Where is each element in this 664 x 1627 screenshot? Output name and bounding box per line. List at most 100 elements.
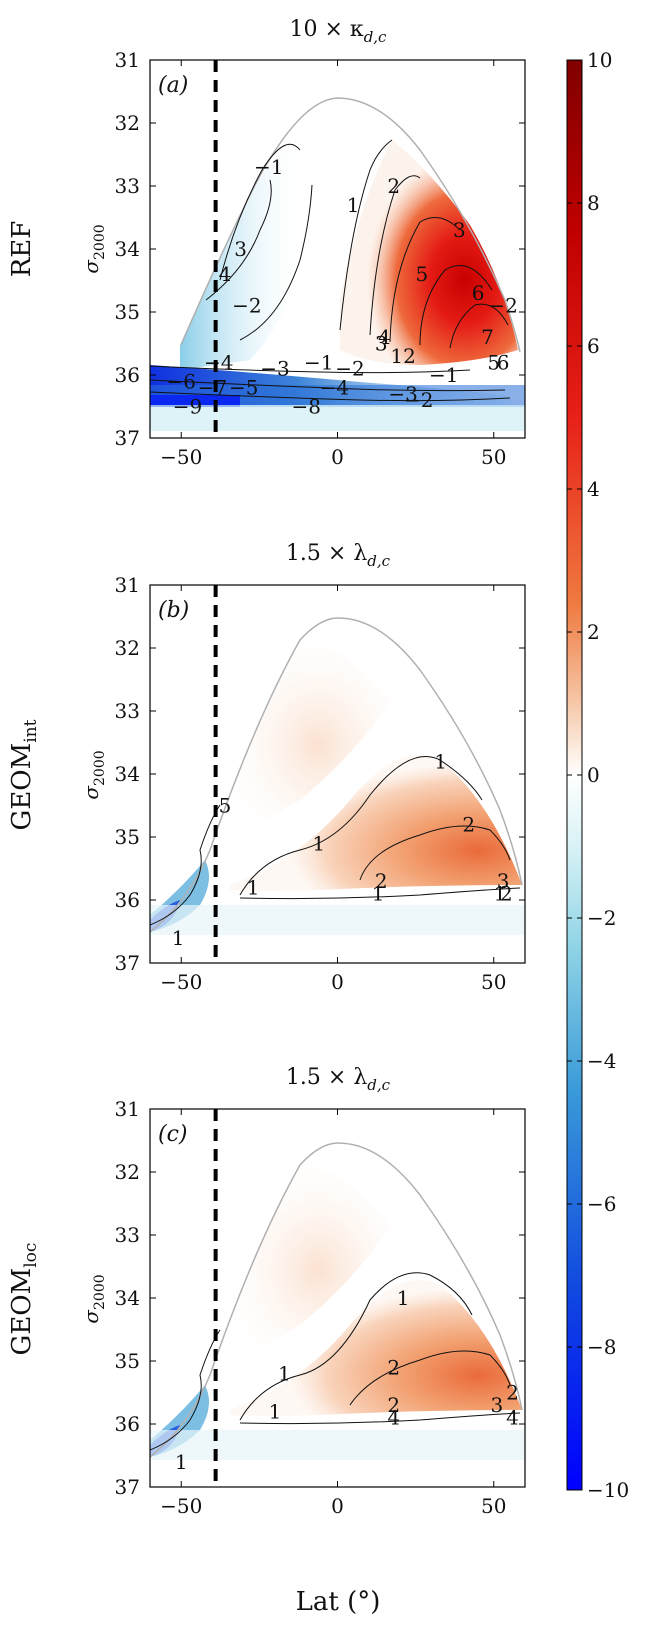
panel-b-field bbox=[150, 617, 525, 940]
y-tick-label: 33 bbox=[115, 1223, 140, 1247]
contour-label: 2 bbox=[506, 1381, 519, 1405]
panel-b-letter: (b) bbox=[158, 598, 189, 623]
colorbar-ticks: 10 8 6 4 2 0 −2 −4 −6 −8 −10 bbox=[567, 48, 629, 1502]
colorbar-tick-label: 10 bbox=[587, 48, 612, 72]
contour-label: 5 bbox=[487, 350, 500, 374]
colorbar-tick-label: −6 bbox=[587, 1192, 616, 1216]
contour-label: 3 bbox=[453, 218, 466, 242]
contour-label: 2 bbox=[462, 812, 475, 836]
y-tick-label: 35 bbox=[115, 825, 140, 849]
y-tick-label: 34 bbox=[115, 1286, 140, 1310]
contour-label: 4 bbox=[387, 1406, 400, 1430]
colorbar: 10 8 6 4 2 0 −2 −4 −6 −8 −10 bbox=[566, 48, 629, 1502]
y-tick-label: 33 bbox=[115, 699, 140, 723]
contour-label: −8 bbox=[292, 395, 321, 419]
panel-a-xticks: −50 0 50 bbox=[160, 60, 506, 469]
x-axis-label: Lat (°) bbox=[296, 1587, 381, 1617]
contour-label: −2 bbox=[335, 357, 364, 381]
colorbar-tick-label: 0 bbox=[587, 763, 600, 787]
contour-label: −9 bbox=[173, 395, 202, 419]
colorbar-tick-label: −2 bbox=[587, 906, 616, 930]
panel-b-row-label: GEOMint bbox=[7, 719, 41, 830]
contour-label: 1 bbox=[312, 831, 325, 855]
contour-label: 6 bbox=[472, 281, 485, 305]
y-tick-label: 36 bbox=[115, 363, 140, 387]
panel-c-xticks: −50 0 50 bbox=[160, 1109, 506, 1518]
panel-c-ylabel: σ2000 bbox=[79, 1274, 108, 1323]
y-tick-label: 32 bbox=[115, 1160, 140, 1184]
panel-a-row-label: REF bbox=[7, 221, 37, 278]
contour-label: 6 bbox=[497, 350, 510, 374]
contour-label: 1 bbox=[175, 1450, 188, 1474]
x-tick-label: −50 bbox=[160, 1494, 202, 1518]
contour-label: 1 bbox=[397, 1286, 410, 1310]
contour-label: 3 bbox=[497, 869, 510, 893]
contour-label: −2 bbox=[232, 294, 261, 318]
contour-label: 3 bbox=[375, 332, 388, 356]
contour-label: 12 bbox=[390, 344, 415, 368]
y-tick-label: 33 bbox=[115, 174, 140, 198]
contour-label: 1 bbox=[347, 193, 360, 217]
y-tick-label: 31 bbox=[115, 1097, 140, 1121]
contour-label: 4 bbox=[506, 1406, 519, 1430]
contour-label: −2 bbox=[404, 388, 433, 412]
contour-label: 1 bbox=[172, 926, 185, 950]
contour-label: 5 bbox=[416, 262, 429, 286]
panel-a-field bbox=[150, 97, 525, 431]
contour-label: 2 bbox=[500, 882, 513, 906]
colorbar-tick-label: −4 bbox=[587, 1049, 616, 1073]
colorbar-tick-label: −10 bbox=[587, 1478, 629, 1502]
colorbar-tick-label: 6 bbox=[587, 334, 600, 358]
y-tick-label: 34 bbox=[115, 762, 140, 786]
contour-label: −4 bbox=[320, 376, 349, 400]
panel-b-ylabel: σ2000 bbox=[79, 750, 108, 799]
contour-label: −7 bbox=[198, 376, 227, 400]
contour-label: −3 bbox=[260, 357, 289, 381]
panel-b-xticks: −50 0 50 bbox=[160, 585, 506, 994]
contour-label: −1 bbox=[304, 350, 333, 374]
contour-label: −6 bbox=[167, 369, 196, 393]
y-tick-label: 35 bbox=[115, 300, 140, 324]
panel-b-title: 1.5 × λd,c bbox=[286, 541, 391, 570]
colorbar-tick-label: 2 bbox=[587, 620, 600, 644]
panel-c-field bbox=[150, 1142, 525, 1465]
y-tick-label: 34 bbox=[115, 237, 140, 261]
y-tick-label: 32 bbox=[115, 636, 140, 660]
contour-label: 7 bbox=[481, 325, 494, 349]
contour-label: 2 bbox=[387, 1355, 400, 1379]
panel-c-letter: (c) bbox=[158, 1122, 188, 1147]
contour-label: 3 bbox=[234, 237, 247, 261]
colorbar-tick-label: 4 bbox=[587, 477, 600, 501]
contour-label: 1 bbox=[269, 1399, 282, 1423]
x-tick-label: 0 bbox=[331, 1494, 344, 1518]
contour-label: 5 bbox=[219, 794, 232, 818]
x-tick-label: 50 bbox=[481, 970, 506, 994]
contour-label: −4 bbox=[204, 350, 233, 374]
x-tick-label: −50 bbox=[160, 445, 202, 469]
contour-label: 1 bbox=[494, 882, 507, 906]
y-tick-label: 37 bbox=[115, 426, 140, 450]
panel-c-row-label: GEOMloc bbox=[7, 1243, 41, 1356]
contour-label: 1 bbox=[247, 875, 260, 899]
colorbar-tick-label: −8 bbox=[587, 1335, 616, 1359]
contour-label: 4 bbox=[378, 325, 391, 349]
contour-label: −2 bbox=[488, 294, 517, 318]
panel-c-title: 1.5 × λd,c bbox=[286, 1065, 391, 1094]
x-tick-label: 0 bbox=[331, 445, 344, 469]
x-tick-label: −50 bbox=[160, 970, 202, 994]
x-tick-label: 50 bbox=[481, 1494, 506, 1518]
y-tick-label: 31 bbox=[115, 48, 140, 72]
contour-label: 2 bbox=[387, 174, 400, 198]
y-tick-label: 32 bbox=[115, 111, 140, 135]
contour-label: 1 bbox=[434, 749, 447, 773]
panel-a-ylabel: σ2000 bbox=[79, 224, 108, 273]
